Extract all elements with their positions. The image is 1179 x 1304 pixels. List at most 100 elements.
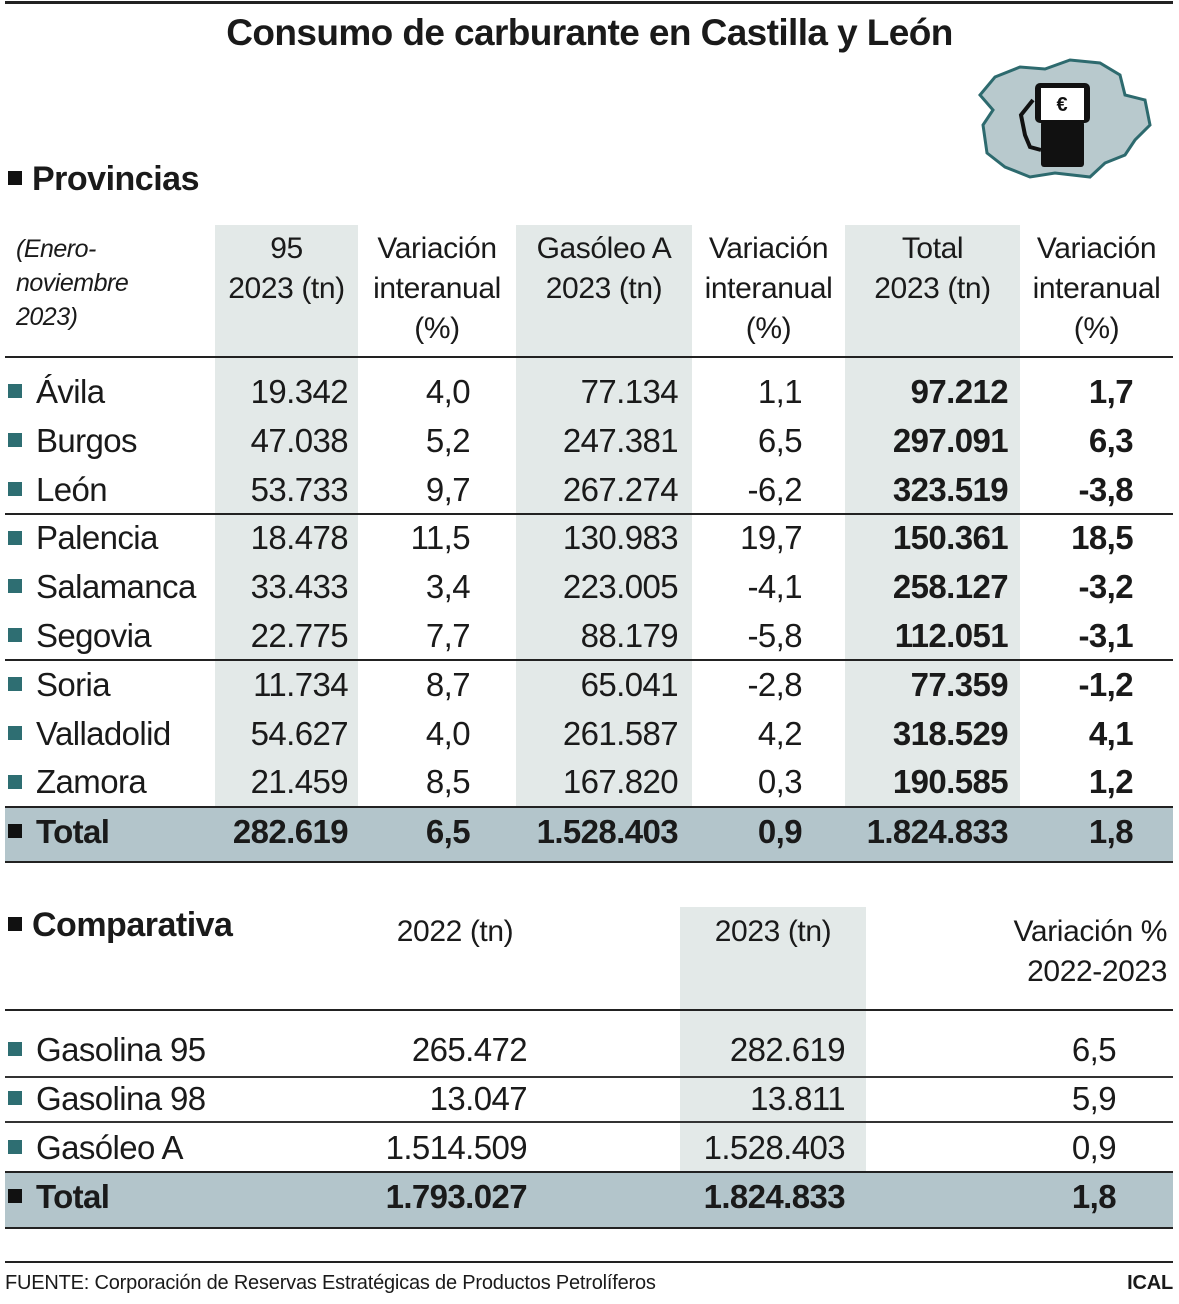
header-rule (5, 1009, 1173, 1011)
table-cell: 5,2 (425, 421, 471, 459)
column-header: Gasóleo A 2023 (tn) (516, 229, 692, 309)
square-bullet-icon (8, 725, 22, 740)
province-name: Palencia (36, 519, 158, 557)
province-label: Segovia (8, 616, 152, 656)
column-header-line: Total (901, 232, 964, 265)
total-rule (5, 806, 1173, 808)
total-row (5, 808, 1173, 863)
table-cell: 65.041 (580, 665, 679, 703)
shaded-column (680, 907, 866, 1172)
province-label: Ávila (8, 372, 105, 412)
column-header-line: 2023 (tn) (545, 272, 663, 305)
column-header: Variación interanual (%) (692, 229, 845, 349)
square-bullet-icon (8, 1042, 22, 1057)
square-bullet-icon (8, 1189, 22, 1204)
table-cell: 19,7 (740, 519, 802, 557)
table-cell: 9,7 (425, 470, 471, 508)
table-cell: 1,7 (1088, 373, 1134, 410)
table-cell: 11.734 (253, 665, 348, 703)
table-cell: 13.047 (429, 1079, 528, 1117)
column-header-line: interanual (373, 272, 501, 305)
column-header-line: (%) (1073, 312, 1120, 345)
table-cell: -2,8 (747, 665, 803, 703)
table-cell: 267.274 (562, 470, 679, 508)
table-cell: 77.134 (580, 373, 679, 410)
square-bullet-icon (8, 1091, 22, 1106)
footer-rule (5, 1261, 1173, 1263)
province-name: Burgos (36, 421, 138, 459)
column-header-line: 2022 (tn) (396, 915, 514, 948)
table-cell: 261.587 (562, 714, 679, 752)
section-heading-provincias: Provincias (8, 160, 199, 199)
column-header-line: Gasóleo A (536, 232, 672, 265)
table-cell: 6,3 (1088, 421, 1134, 459)
table-cell: 54.627 (250, 714, 349, 752)
table-cell: 1,2 (1088, 763, 1134, 801)
table-cell: 112.051 (894, 617, 1009, 654)
table-cell: 21.459 (250, 763, 349, 801)
table-cell: 323.519 (892, 470, 1009, 508)
square-bullet-icon (8, 171, 22, 186)
total-cell: 1.824.833 (866, 813, 1009, 850)
column-header-line: 2023 (tn) (714, 915, 832, 948)
square-bullet-icon (8, 481, 22, 496)
province-name: León (36, 470, 108, 508)
table-cell: 1.528.403 (703, 1128, 846, 1166)
total-cell: 282.619 (232, 813, 349, 850)
table-cell: 53.733 (250, 470, 349, 508)
column-header-line: (%) (414, 312, 460, 345)
total-bottom-rule (5, 861, 1173, 863)
table-cell: 3,4 (425, 568, 471, 606)
table-cell: 4,1 (1088, 714, 1134, 752)
table-cell: 97.212 (910, 373, 1009, 410)
total-cell: 1.793.027 (385, 1178, 528, 1215)
column-header-line: interanual (704, 272, 833, 305)
province-name: Valladolid (36, 714, 171, 752)
table-cell: 0,3 (757, 763, 803, 801)
province-name: Salamanca (36, 568, 196, 606)
square-bullet-icon (8, 774, 22, 789)
square-bullet-icon (8, 917, 22, 932)
table-cell: -5,8 (747, 617, 803, 654)
column-header: 95 2023 (tn) (215, 229, 358, 309)
table-cell: 77.359 (910, 665, 1009, 703)
square-bullet-icon (8, 384, 22, 399)
total-cell: 1,8 (1088, 813, 1134, 850)
column-header-line: 2023 (tn) (228, 272, 345, 305)
column-header-line: Variación (708, 232, 829, 265)
square-bullet-icon (8, 628, 22, 643)
table-cell: 223.005 (562, 568, 679, 606)
table-cell: 88.179 (580, 617, 679, 654)
table-cell: 318.529 (892, 714, 1009, 752)
column-header-line: Variación (1036, 232, 1157, 265)
square-bullet-icon (8, 433, 22, 448)
fuel-label: Gasolina 95 (8, 1030, 206, 1070)
column-header: 2023 (tn) (680, 912, 866, 952)
total-cell: 1.528.403 (536, 813, 679, 850)
table-cell: 130.983 (562, 519, 679, 557)
table-cell: 282.619 (729, 1031, 846, 1068)
shaded-column (516, 225, 692, 807)
province-name: Zamora (36, 763, 147, 801)
table-cell: 150.361 (892, 519, 1009, 557)
table-cell: -3,8 (1078, 470, 1134, 508)
header-rule (5, 356, 1173, 358)
table-cell: 8,5 (425, 763, 471, 801)
column-header: Variación interanual (%) (358, 229, 516, 349)
table-cell: 5,9 (1071, 1079, 1117, 1117)
total-rule (5, 1171, 1173, 1173)
shaded-column (845, 225, 1020, 807)
table-cell: -1,2 (1078, 665, 1134, 703)
brand-label: ICAL (1127, 1272, 1173, 1294)
province-label: Soria (8, 665, 111, 705)
row-rule (5, 1121, 1173, 1123)
table-cell: 167.820 (562, 763, 679, 801)
table-cell: 258.127 (892, 568, 1009, 606)
column-header: Variación % 2022-2023 (990, 912, 1173, 992)
fuel-label: Gasóleo A (8, 1128, 183, 1168)
table-cell: 33.433 (250, 568, 349, 606)
table-cell: 4,0 (425, 714, 471, 752)
page-title: Consumo de carburante en Castilla y León (226, 12, 953, 53)
source-note: FUENTE: Corporación de Reservas Estratég… (5, 1272, 656, 1294)
period-note: (Enero-noviembre 2023) (16, 235, 129, 331)
